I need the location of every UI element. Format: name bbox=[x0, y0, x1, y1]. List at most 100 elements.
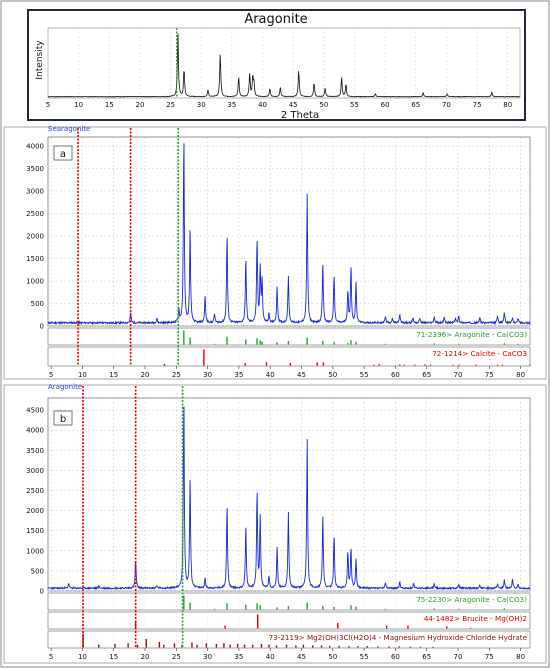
top-x-ticks: 5 10 15 20 25 30 35 40 45 50 55 60 65 70 75 80 bbox=[46, 101, 512, 109]
top-x-tick-label: 65 bbox=[411, 101, 420, 109]
x-tick-label: 55 bbox=[360, 653, 369, 661]
x-tick-label: 50 bbox=[328, 653, 337, 661]
reference-strip bbox=[47, 611, 531, 630]
x-tick-label: 15 bbox=[109, 653, 118, 661]
x-tick-label: 65 bbox=[422, 371, 431, 379]
panel-b: Aragonite 0 500 1000 1500 2000 2500 3000 3500 40… bbox=[3, 383, 547, 664]
panel-b-frame bbox=[3, 384, 547, 664]
x-tick-label: 65 bbox=[422, 653, 431, 661]
y-tick-label: 0 bbox=[40, 588, 44, 596]
panel-a: Searagonite 0 500 1000 1500 2000 2500 3000 3500… bbox=[3, 125, 547, 380]
x-tick-label: 55 bbox=[360, 371, 369, 379]
x-tick-label: 5 bbox=[49, 653, 53, 661]
x-tick-label: 35 bbox=[234, 371, 243, 379]
x-tick-label: 45 bbox=[297, 371, 306, 379]
x-tick-label: 25 bbox=[172, 371, 181, 379]
y-tick-label: 4500 bbox=[26, 407, 44, 415]
panel-a-label: a bbox=[60, 149, 66, 160]
reference-strip bbox=[47, 630, 531, 649]
y-tick-label: 1500 bbox=[26, 527, 44, 535]
y-tick-label: 3000 bbox=[26, 467, 44, 475]
top-plot-area bbox=[47, 27, 521, 99]
x-tick-label: 40 bbox=[266, 653, 275, 661]
y-tick-label: 3500 bbox=[26, 447, 44, 455]
panel-b-series-name: Aragonite bbox=[48, 383, 82, 391]
panel-a-label-box bbox=[53, 145, 73, 161]
top-x-tick-label: 40 bbox=[258, 101, 267, 109]
y-tick-label: 500 bbox=[31, 567, 44, 575]
top-x-tick-label: 60 bbox=[381, 101, 390, 109]
panel-b-x-ticks: 5 10 15 20 25 30 35 40 45 50 55 60 65 70 75 80 bbox=[49, 648, 525, 661]
y-tick-label: 1500 bbox=[26, 255, 44, 263]
reference-label: 72-1214> Calcite - CaCO3 bbox=[432, 349, 527, 358]
panel-b-label: b bbox=[60, 414, 66, 425]
x-tick-label: 70 bbox=[454, 371, 463, 379]
x-tick-label: 45 bbox=[297, 653, 306, 661]
top-x-tick-label: 45 bbox=[289, 101, 298, 109]
reference-label: 44-1482> Brucite - Mg(OH)2 bbox=[424, 614, 527, 623]
y-tick-label: 4000 bbox=[26, 427, 44, 435]
top-x-tick-label: 15 bbox=[105, 101, 114, 109]
reference-label: 75-2230> Aragonite - Ca(CO3) bbox=[416, 595, 527, 604]
x-tick-label: 5 bbox=[49, 371, 53, 379]
reference-strip bbox=[47, 346, 531, 367]
pattern-line bbox=[47, 406, 531, 591]
top-x-tick-label: 75 bbox=[473, 101, 482, 109]
top-x-tick-label: 10 bbox=[74, 101, 83, 109]
reference-label: 71-2396> Aragonite - Ca(CO3) bbox=[416, 330, 527, 339]
top-x-tick-label: 50 bbox=[319, 101, 328, 109]
reference-strip bbox=[47, 327, 531, 346]
top-x-tick-label: 80 bbox=[503, 101, 512, 109]
x-tick-label: 10 bbox=[78, 371, 87, 379]
panel-b-markers bbox=[82, 386, 184, 648]
top-y-label: Intensity bbox=[35, 40, 45, 80]
panel-a-markers bbox=[77, 128, 180, 366]
x-tick-label: 70 bbox=[454, 653, 463, 661]
panel-b-reference-strips: 75-2230> Aragonite - Ca(CO3) 44-1482> Bru… bbox=[47, 592, 531, 649]
panel-b-label-box bbox=[53, 410, 73, 426]
panel-a-frame bbox=[3, 126, 547, 380]
x-tick-label: 80 bbox=[516, 371, 525, 379]
top-x-tick-label: 55 bbox=[350, 101, 359, 109]
top-x-tick-label: 70 bbox=[442, 101, 451, 109]
x-tick-label: 60 bbox=[391, 371, 400, 379]
x-tick-label: 75 bbox=[485, 653, 494, 661]
top-x-tick-label: 30 bbox=[197, 101, 206, 109]
x-tick-label: 20 bbox=[141, 653, 150, 661]
pattern-line bbox=[47, 143, 531, 326]
panel-b-y-ticks: 0 500 1000 1500 2000 2500 3000 3500 4000 4500 bbox=[26, 407, 44, 596]
panel-a-pattern bbox=[47, 143, 531, 326]
reference-label: 73-2119> Mg2(OH)3Cl(H2O)4 - Magnesium Hy… bbox=[269, 633, 528, 642]
top-x-tick-label: 35 bbox=[227, 101, 236, 109]
y-tick-label: 2500 bbox=[26, 487, 44, 495]
panel-b-pattern bbox=[47, 406, 531, 591]
y-tick-label: 2500 bbox=[26, 210, 44, 218]
y-tick-label: 2000 bbox=[26, 233, 44, 241]
top-x-label: 2 Theta bbox=[281, 110, 319, 121]
x-tick-label: 10 bbox=[78, 653, 87, 661]
y-tick-label: 3000 bbox=[26, 188, 44, 196]
x-tick-label: 75 bbox=[485, 371, 494, 379]
y-tick-label: 0 bbox=[40, 323, 44, 331]
panel-a-series-name: Searagonite bbox=[48, 125, 90, 133]
x-tick-label: 30 bbox=[203, 653, 212, 661]
top-panel: Aragonite Intensity 2 Theta 5 10 15 20 25 30 3… bbox=[27, 9, 526, 121]
top-plot-frame bbox=[47, 27, 521, 99]
x-tick-label: 20 bbox=[141, 371, 150, 379]
top-x-tick-label: 5 bbox=[46, 101, 50, 109]
top-x-tick-label: 20 bbox=[135, 101, 144, 109]
top-chart-title: Aragonite bbox=[244, 12, 307, 27]
y-tick-label: 500 bbox=[31, 300, 44, 308]
y-tick-label: 1000 bbox=[26, 278, 44, 286]
x-tick-label: 30 bbox=[203, 371, 212, 379]
x-tick-label: 60 bbox=[391, 653, 400, 661]
panel-a-x-ticks: 5 10 15 20 25 30 35 40 45 50 55 60 65 70 75 80 bbox=[49, 366, 525, 379]
top-pattern-line bbox=[47, 33, 520, 98]
y-tick-label: 4000 bbox=[26, 143, 44, 151]
y-tick-label: 2000 bbox=[26, 507, 44, 515]
y-tick-label: 1000 bbox=[26, 547, 44, 555]
top-pattern bbox=[47, 28, 520, 98]
x-tick-label: 35 bbox=[234, 653, 243, 661]
x-tick-label: 15 bbox=[109, 371, 118, 379]
